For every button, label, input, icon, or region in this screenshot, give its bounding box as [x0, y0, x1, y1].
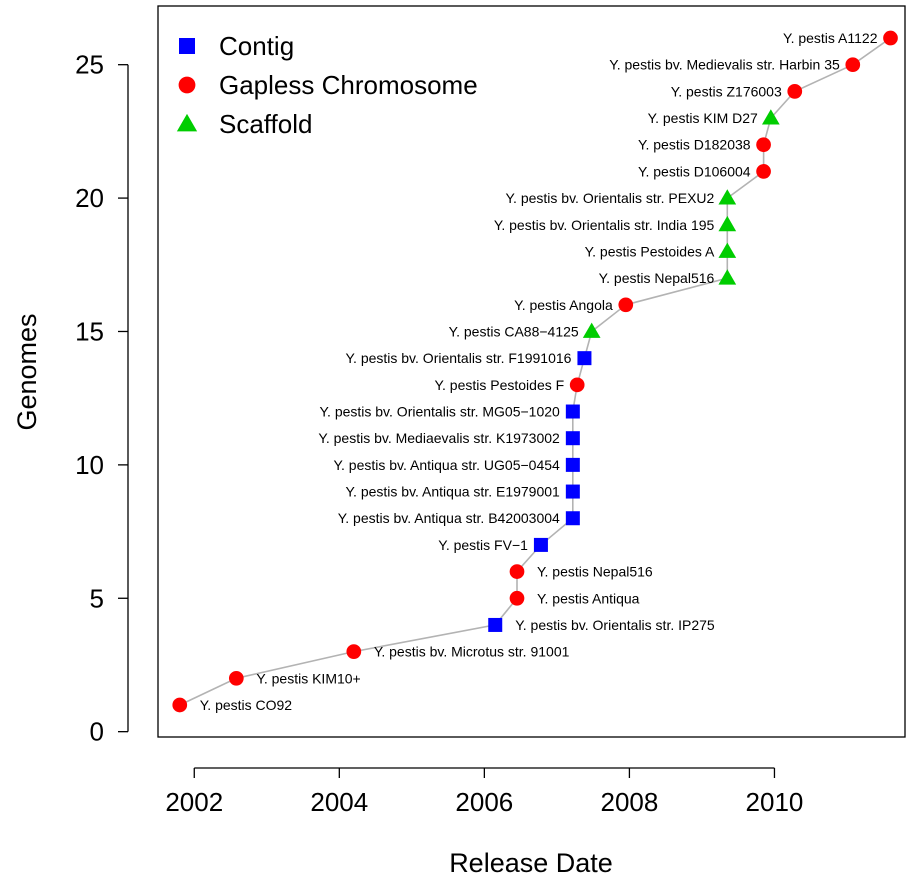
legend-label: Gapless Chromosome [219, 70, 478, 100]
x-axis: 2002 2004 2006 2008 2010 [165, 767, 804, 817]
point-label: Y. pestis Angola [514, 297, 613, 313]
data-point [577, 351, 592, 366]
data-point [569, 377, 585, 393]
data-point [756, 164, 771, 179]
plot-frame [157, 5, 906, 738]
data-point [718, 189, 737, 205]
x-tick-label: 2004 [310, 787, 368, 817]
point-label: Y. pestis D182038 [638, 137, 751, 153]
y-tick-label: 15 [75, 316, 104, 346]
point-label: Y. pestis KIM10+ [256, 670, 360, 686]
data-point [172, 697, 188, 713]
point-label: Y. pestis Z176003 [671, 83, 782, 99]
point-label: Y. pestis bv. Antiqua str. E1979001 [346, 484, 561, 500]
point-label: Y. pestis bv. Medievalis str. Harbin 35 [609, 57, 840, 73]
data-point [565, 484, 580, 499]
data-point [718, 242, 737, 258]
legend-label: Contig [219, 31, 294, 61]
legend-marker-triangle [176, 113, 198, 132]
point-label: Y. pestis Nepal516 [537, 564, 653, 580]
point-label: Y. pestis bv. Orientalis str. IP275 [515, 617, 715, 633]
point-label: Y. pestis CO92 [200, 697, 293, 713]
data-point [565, 511, 580, 526]
data-point [509, 590, 525, 606]
y-axis: 0 5 10 15 20 25 [75, 50, 129, 747]
data-point [533, 537, 548, 552]
data-point [718, 269, 737, 285]
point-labels: Y. pestis CO92 Y. pestis KIM10+ Y. pestis … [200, 30, 878, 713]
data-point [228, 670, 244, 686]
data-points [172, 30, 898, 713]
data-point [565, 457, 580, 472]
data-point [488, 617, 503, 632]
point-label: Y. pestis bv. Antiqua str. UG05−0454 [333, 457, 560, 473]
point-label: Y. pestis D106004 [638, 163, 751, 179]
data-point [618, 297, 634, 313]
point-label: Y. pestis Antiqua [537, 590, 640, 606]
data-point [565, 431, 580, 446]
data-point [883, 30, 898, 46]
point-label: Y. pestis bv. Antiqua str. B42003004 [338, 510, 560, 526]
point-label: Y. pestis Pestoides F [434, 377, 564, 393]
legend-marker-circle [178, 76, 196, 94]
x-tick-label: 2002 [165, 787, 223, 817]
point-label: Y. pestis Nepal516 [599, 270, 715, 286]
legend-label: Scaffold [219, 109, 312, 139]
y-tick-label: 20 [75, 183, 104, 213]
x-tick-label: 2006 [455, 787, 513, 817]
y-axis-title: Genomes [12, 313, 42, 430]
data-point [346, 644, 362, 659]
point-label: Y. pestis Pestoides A [585, 243, 715, 259]
point-label: Y. pestis bv. Orientalis str. PEXU2 [506, 190, 715, 206]
data-point [718, 215, 737, 232]
data-point [761, 109, 780, 125]
point-label: Y. pestis bv. Microtus str. 91001 [374, 644, 570, 660]
point-label: Y. pestis CA88−4125 [449, 323, 579, 339]
data-point [582, 322, 601, 338]
point-label: Y. pestis bv. Orientalis str. F1991016 [346, 350, 572, 366]
legend-marker-square [179, 38, 195, 54]
point-label: Y. pestis bv. Orientalis str. India 195 [494, 217, 715, 233]
point-label: Y. pestis bv. Mediaevalis str. K1973002 [318, 430, 560, 446]
point-label: Y. pestis bv. Orientalis str. MG05−1020 [320, 404, 561, 420]
point-label: Y. pestis FV−1 [438, 537, 528, 553]
point-label: Y. pestis A1122 [783, 30, 878, 46]
y-tick-label: 5 [90, 583, 104, 613]
data-point [509, 564, 525, 579]
data-point [787, 84, 803, 99]
data-point [565, 404, 580, 419]
y-tick-label: 25 [75, 50, 104, 80]
x-axis-title: Release Date [449, 848, 613, 878]
y-tick-label: 0 [90, 717, 104, 747]
data-point [845, 57, 861, 73]
legend: Contig Gapless Chromosome Scaffold [176, 31, 478, 139]
point-label: Y. pestis KIM D27 [648, 110, 758, 126]
y-tick-label: 10 [75, 450, 104, 480]
x-tick-label: 2010 [746, 787, 804, 817]
data-point [756, 137, 771, 153]
x-tick-label: 2008 [600, 787, 658, 817]
